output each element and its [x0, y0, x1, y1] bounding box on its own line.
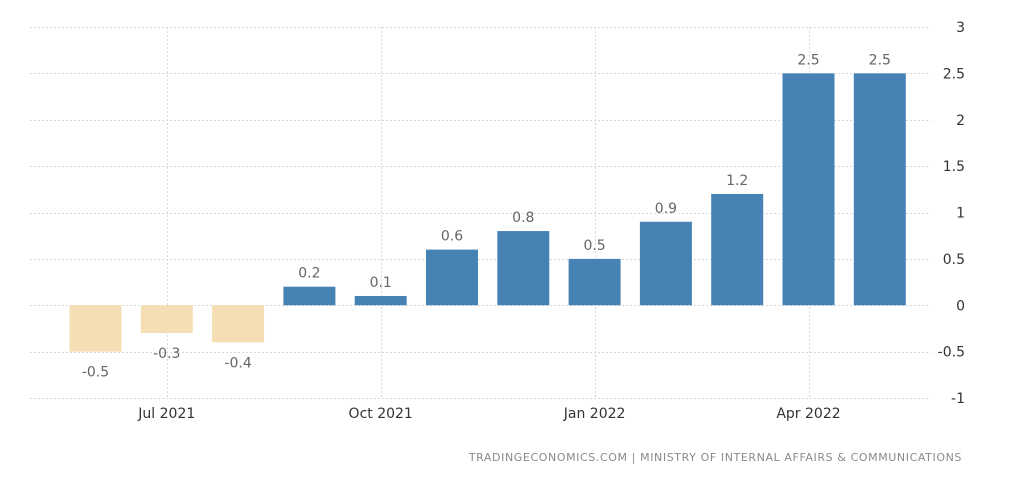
bar — [354, 295, 407, 306]
y-tick-label: 1.5 — [943, 159, 965, 175]
bar — [140, 305, 193, 334]
x-tick-label: Apr 2022 — [776, 406, 840, 422]
y-axis: 3 2.5 2 1.5 1 0.5 0 -0.5 -1 — [938, 20, 965, 407]
bar — [711, 193, 764, 306]
bar — [426, 249, 478, 306]
x-tick-label: Jul 2021 — [137, 406, 195, 422]
bar — [639, 221, 692, 306]
bar-value-label: -0.3 — [153, 346, 180, 362]
x-tick-label: Oct 2021 — [349, 406, 413, 422]
bars — [69, 73, 906, 352]
y-tick-label: 2.5 — [943, 66, 965, 82]
y-tick-label: 0 — [956, 298, 965, 314]
bar — [69, 305, 122, 352]
bar-value-label: 1.2 — [726, 173, 748, 189]
bar-value-label: 0.5 — [583, 238, 605, 254]
bar — [497, 231, 550, 306]
bar-value-label: 2.5 — [869, 52, 891, 68]
bar-value-label: 0.6 — [441, 229, 463, 245]
bar — [212, 305, 265, 343]
bar-value-label: -0.4 — [224, 355, 251, 371]
data-labels: -0.5 -0.3 -0.4 0.2 0.1 0.6 0.8 0.5 0.9 1.2 2.5 2.5 — [82, 52, 891, 380]
bar-value-label: -0.5 — [82, 365, 109, 381]
bar-value-label: 2.5 — [797, 52, 819, 68]
source-attribution: TRADINGECONOMICS.COM | MINISTRY OF INTER… — [468, 451, 962, 464]
y-tick-label: -1 — [951, 391, 965, 407]
bar-value-label: 0.9 — [655, 201, 677, 217]
y-tick-label: 1 — [956, 206, 965, 222]
bar-value-label: 0.8 — [512, 210, 534, 226]
bar — [782, 73, 835, 306]
y-tick-label: 3 — [956, 20, 965, 36]
y-tick-label: 2 — [956, 113, 965, 129]
bar — [568, 258, 621, 306]
bar-value-label: 0.1 — [370, 275, 392, 291]
x-axis: Jul 2021 Oct 2021 Jan 2022 Apr 2022 — [137, 406, 840, 422]
y-tick-label: 0.5 — [943, 252, 965, 268]
bar-value-label: 0.2 — [298, 266, 320, 282]
y-tick-label: -0.5 — [938, 345, 965, 361]
bar — [283, 286, 336, 306]
x-tick-label: Jan 2022 — [563, 406, 626, 422]
bar — [853, 73, 906, 306]
